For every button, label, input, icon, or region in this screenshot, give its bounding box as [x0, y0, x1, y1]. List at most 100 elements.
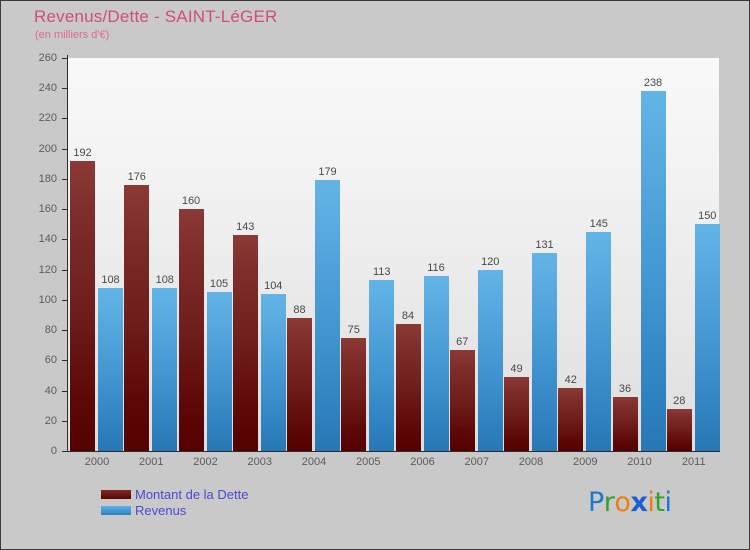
y-axis-tick-label: 140: [38, 233, 57, 246]
bar-dette[interactable]: 176: [124, 171, 150, 451]
bar-value-label: 108: [155, 273, 174, 286]
bar-group: 143 104: [232, 58, 286, 451]
bar-dette[interactable]: 160: [178, 195, 204, 451]
x-axis-tick-label: 2005: [356, 456, 381, 468]
y-axis-tick-label: 40: [44, 384, 57, 397]
bar-value-label: 179: [318, 166, 337, 179]
chart-legend: Montant de la Dette Revenus: [101, 486, 248, 518]
bar-revenus[interactable]: 116: [423, 262, 449, 451]
y-axis-tick: [62, 451, 67, 452]
bar-value-label: 105: [209, 278, 229, 291]
x-axis-tick-label: 2009: [573, 456, 598, 468]
bar-value-label: 28: [673, 394, 686, 407]
x-axis-tick-label: 2011: [681, 456, 706, 468]
y-axis-tick-label: 240: [38, 82, 57, 95]
x-axis-tick-label: 2002: [193, 456, 218, 468]
bar-dette[interactable]: 36: [612, 383, 638, 451]
bar-revenus[interactable]: 120: [477, 256, 503, 451]
bar-dette[interactable]: 49: [504, 363, 529, 451]
bar-revenus[interactable]: 238: [640, 77, 666, 451]
x-axis-tick-label: 2000: [84, 456, 110, 468]
bar-dette[interactable]: 192: [70, 147, 95, 451]
bar-value-label: 150: [698, 210, 717, 223]
bar-group: 192 108: [70, 58, 123, 451]
bar-dette[interactable]: 28: [666, 395, 692, 451]
x-axis-line: [67, 451, 720, 452]
bar-value-label: 108: [101, 273, 120, 286]
chart-subtitle: (en milliers d'€): [35, 29, 110, 41]
y-axis-tick-label: 180: [38, 172, 57, 185]
y-axis-tick-label: 200: [38, 142, 57, 155]
logo-letter: t: [654, 487, 665, 518]
bar-value-label: 36: [618, 382, 632, 395]
bar-value-label: 160: [181, 195, 201, 208]
x-axis-tick-label: 2001: [139, 456, 164, 468]
x-axis-tick-label: 2003: [247, 456, 272, 468]
bar-revenus[interactable]: 145: [586, 218, 612, 451]
legend-swatch-dette: [101, 489, 131, 499]
bar-value-label: 49: [510, 362, 523, 375]
bar-revenus[interactable]: 131: [532, 239, 557, 451]
bar-revenus[interactable]: 150: [694, 210, 720, 451]
bar-group: 67 120: [449, 58, 503, 451]
logo-letter: P: [588, 487, 604, 518]
bar-group: 176 108: [124, 58, 178, 451]
bar-dette[interactable]: 75: [341, 324, 367, 451]
y-axis-tick-label: 160: [38, 203, 57, 216]
bar-revenus[interactable]: 108: [98, 274, 123, 451]
y-axis-tick: [62, 209, 67, 211]
bar-group: 88 179: [287, 58, 340, 451]
logo-letter: r: [603, 487, 615, 518]
bar-revenus[interactable]: 113: [369, 266, 395, 451]
bar-dette[interactable]: 84: [395, 310, 421, 451]
y-axis-tick-label: 80: [44, 324, 57, 337]
legend-item-dette[interactable]: Montant de la Dette: [101, 486, 248, 502]
y-axis-tick: [62, 330, 67, 332]
y-axis-tick: [62, 390, 67, 392]
bar-dette[interactable]: 88: [287, 304, 312, 451]
bar-dette[interactable]: 67: [449, 336, 475, 451]
bar-value-label: 192: [73, 146, 92, 159]
chart-title: Revenus/Dette - SAINT-LéGER: [34, 7, 278, 26]
y-axis-tick: [62, 239, 67, 241]
bar-group: 49 131: [504, 58, 557, 451]
proxiti-logo[interactable]: Proxiti: [588, 487, 672, 518]
logo-letter: i: [647, 487, 655, 518]
bar-group: 28 150: [666, 58, 720, 451]
y-axis-tick-label: 260: [38, 52, 57, 64]
y-axis-tick: [62, 88, 67, 90]
y-axis-tick-label: 120: [38, 263, 57, 276]
legend-label-revenus: Revenus: [135, 502, 187, 518]
bar-value-label: 116: [427, 261, 445, 274]
y-axis-tick: [62, 269, 67, 271]
bar-group: 160 105: [178, 58, 232, 451]
bar-value-label: 238: [643, 77, 663, 90]
logo-letter: o: [614, 487, 631, 518]
bar-value-label: 176: [127, 170, 146, 183]
bar-value-label: 42: [564, 373, 577, 386]
x-axis-tick-label: 2008: [518, 456, 544, 468]
y-axis-tick-label: 100: [38, 293, 57, 306]
y-axis-tick-label: 20: [44, 414, 57, 427]
bar-value-label: 143: [236, 220, 255, 233]
y-axis-tick-label: 60: [44, 354, 57, 367]
bar-value-label: 67: [456, 335, 469, 348]
bar-revenus[interactable]: 104: [260, 280, 286, 451]
bar-revenus[interactable]: 179: [315, 166, 340, 451]
bar-dette[interactable]: 143: [232, 221, 258, 451]
x-axis-tick-label: 2010: [627, 456, 652, 468]
y-axis-tick: [62, 178, 67, 180]
legend-label-dette: Montant de la Dette: [135, 486, 249, 502]
bar-value-label: 145: [589, 217, 608, 230]
y-axis-tick: [62, 360, 67, 362]
y-axis-tick-label: 0: [50, 445, 57, 457]
bar-revenus[interactable]: 105: [206, 278, 232, 451]
bar-revenus[interactable]: 108: [152, 274, 178, 451]
legend-item-revenus[interactable]: Revenus: [101, 502, 248, 518]
bar-group: 75 113: [341, 58, 395, 451]
legend-swatch-revenus: [101, 505, 131, 515]
bar-value-label: 113: [372, 266, 391, 279]
y-axis-tick: [62, 420, 67, 422]
logo-letter: x: [630, 487, 648, 518]
bar-dette[interactable]: 42: [558, 374, 584, 451]
